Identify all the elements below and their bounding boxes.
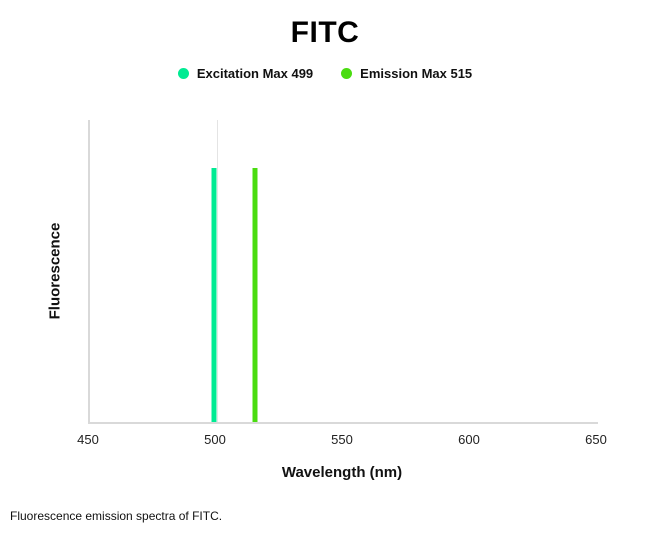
legend: Excitation Max 499 Emission Max 515	[0, 66, 650, 81]
chart-title: FITC	[290, 16, 360, 49]
x-tick-label-650: 650	[585, 432, 607, 447]
y-axis-label: Fluorescence	[46, 222, 64, 320]
legend-label-excitation: Excitation Max 499	[196, 66, 314, 81]
figure-caption: Fluorescence emission spectra of FITC.	[10, 509, 223, 523]
excitation-swatch-icon	[177, 68, 189, 79]
emission-spectrum-line	[252, 168, 258, 422]
plot-area	[88, 120, 598, 424]
x-tick-label-550: 550	[331, 432, 353, 447]
legend-item-emission[interactable]: Emission Max 515	[341, 66, 472, 81]
x-tick-label-450: 450	[77, 432, 99, 447]
x-axis-ticks: 450 500 550 600 650	[77, 432, 607, 448]
gridline-500	[217, 120, 218, 422]
legend-label-emission: Emission Max 515	[360, 66, 473, 81]
emission-swatch-icon	[341, 68, 353, 79]
x-tick-label-600: 600	[458, 432, 480, 447]
legend-item-excitation[interactable]: Excitation Max 499	[177, 66, 314, 81]
x-axis-label: Wavelength (nm)	[281, 464, 403, 481]
x-tick-label-500: 500	[204, 432, 226, 447]
excitation-spectrum-line	[211, 168, 217, 422]
